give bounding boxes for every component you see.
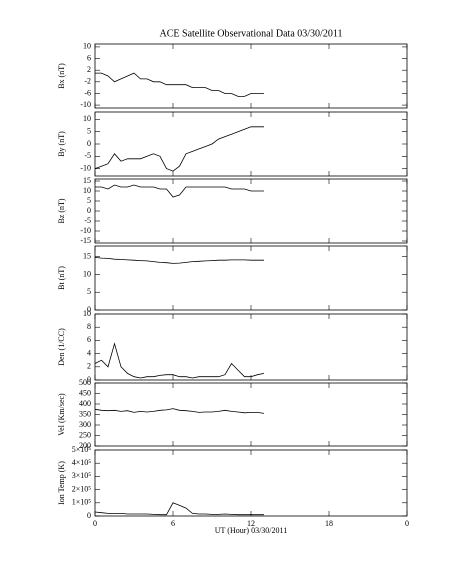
y-axis-label: Bz (nT) (57, 198, 66, 223)
y-tick-label: -15 (80, 236, 91, 245)
y-tick-label: -6 (84, 88, 91, 97)
y-tick-label: 15 (83, 251, 91, 260)
panel-frame (94, 382, 408, 447)
panel-frame (94, 245, 408, 311)
y-tick-label: 2 (87, 362, 91, 371)
x-axis-label: UT (Hour) 03/30/2011 (215, 526, 287, 535)
y-tick-label: 5 (87, 127, 91, 136)
y-tick-label: 200 (79, 441, 91, 450)
y-tick-label: 10 (83, 269, 91, 278)
y-tick-label: 500 (79, 378, 91, 387)
x-tick-label: 0 (93, 519, 97, 528)
y-tick-label: 1×10⁵ (72, 498, 92, 507)
y-tick-label: -5 (84, 151, 91, 160)
y-axis-label: Ion Temp (K) (57, 461, 66, 505)
y-tick-label: 5 (87, 196, 91, 205)
panel-frame (94, 43, 408, 109)
y-tick-label: 10 (83, 186, 91, 195)
y-tick-label: -5 (84, 216, 91, 225)
y-tick-label: 2×10⁵ (72, 484, 92, 493)
panel-frame (94, 178, 408, 244)
y-tick-label: 0 (87, 375, 91, 384)
panel-frame (94, 313, 408, 381)
y-axis-label: Bt (nT) (57, 266, 66, 290)
y-tick-label: 10 (83, 114, 91, 123)
y-tick-label: 3×10⁵ (72, 471, 92, 480)
y-tick-label: -2 (84, 77, 91, 86)
y-tick-label: 8 (87, 322, 91, 331)
x-tick-label: 0 (405, 519, 409, 528)
y-tick-label: 0 (87, 511, 91, 520)
y-tick-label: 5×10⁵ (72, 445, 92, 454)
x-tick-label: 18 (325, 519, 333, 528)
y-tick-label: -10 (80, 226, 91, 235)
panel-frame (94, 449, 408, 517)
y-tick-label: 10 (83, 42, 91, 51)
x-tick-label: 12 (247, 519, 255, 528)
y-tick-label: 0 (87, 206, 91, 215)
y-tick-label: 250 (79, 430, 91, 439)
y-tick-label: 5 (87, 287, 91, 296)
y-tick-label: 2 (87, 65, 91, 74)
y-axis-label: By (nT) (57, 131, 66, 157)
y-tick-label: 0 (87, 305, 91, 314)
chart-title: ACE Satellite Observational Data 03/30/2… (160, 28, 343, 39)
y-tick-label: 350 (79, 409, 91, 418)
y-tick-label: 4×10⁵ (72, 458, 92, 467)
data-line (94, 342, 265, 379)
y-tick-label: 10 (83, 309, 91, 318)
y-tick-label: 15 (83, 176, 91, 185)
y-axis-label: Bx (nT) (57, 63, 66, 89)
y-tick-label: 0 (87, 139, 91, 148)
y-axis-label: Den (1/CC) (57, 328, 66, 366)
data-line (94, 502, 264, 516)
y-axis-label: Vel (Km/sec) (57, 393, 66, 436)
y-tick-label: 450 (79, 388, 91, 397)
data-line (95, 184, 264, 198)
y-tick-label: 4 (87, 348, 91, 357)
data-line (94, 408, 265, 414)
data-line (94, 257, 264, 264)
y-tick-label: 6 (87, 335, 91, 344)
y-tick-label: -10 (80, 100, 91, 109)
data-line (94, 126, 264, 172)
x-tick-label: 6 (171, 519, 175, 528)
y-tick-label: 400 (79, 399, 91, 408)
y-tick-label: 300 (79, 420, 91, 429)
y-tick-label: 6 (87, 53, 91, 62)
y-tick-label: -10 (80, 163, 91, 172)
panel-frame (94, 111, 408, 177)
data-line (95, 72, 264, 97)
